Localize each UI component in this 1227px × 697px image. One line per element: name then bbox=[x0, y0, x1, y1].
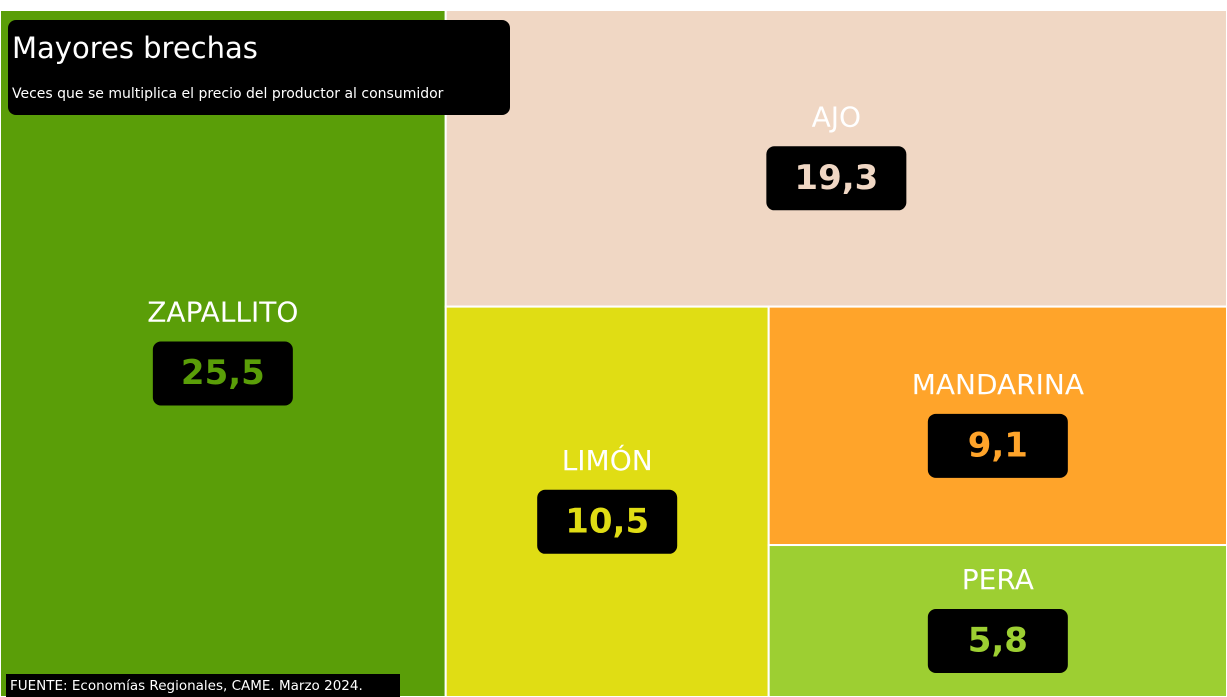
value-label: 5,8 bbox=[968, 621, 1028, 661]
chart-subtitle: Veces que se multiplica el precio del pr… bbox=[12, 86, 444, 102]
value-label: 25,5 bbox=[181, 353, 265, 393]
chart-title: Mayores brechas bbox=[12, 31, 258, 65]
value-label: 10,5 bbox=[565, 501, 649, 541]
value-label: 19,3 bbox=[794, 158, 878, 198]
page: ZAPALLITO 25,5 AJO 19,3 LIMÓN 10,5 MANDARINA 9,… bbox=[0, 0, 1227, 697]
tile-label: ZAPALLITO bbox=[147, 296, 298, 329]
tile-label: PERA bbox=[962, 563, 1034, 596]
tile-label: AJO bbox=[812, 100, 861, 133]
source: FUENTE: Economías Regionales, CAME. Marz… bbox=[10, 678, 363, 694]
tile-label: MANDARINA bbox=[912, 368, 1084, 401]
value-label: 9,1 bbox=[968, 425, 1028, 465]
tile-label: LIMÓN bbox=[562, 443, 653, 477]
chart: ZAPALLITO 25,5 AJO 19,3 LIMÓN 10,5 MANDARINA 9,… bbox=[0, 0, 1227, 697]
